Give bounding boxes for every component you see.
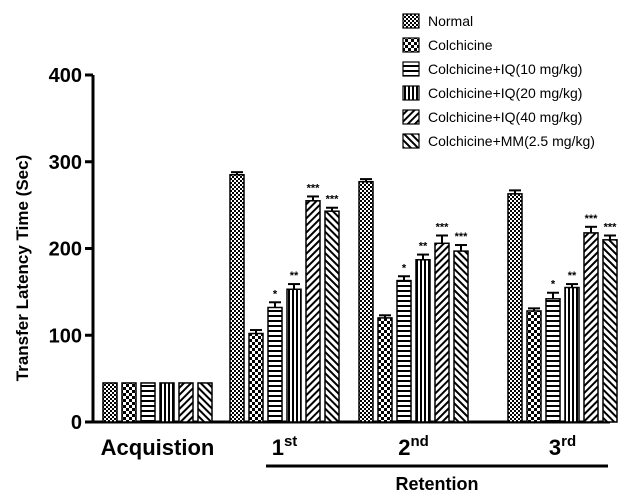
bar bbox=[140, 382, 156, 423]
x-tick-label: 3rd bbox=[549, 433, 576, 460]
legend: Normal Colchicine Colchicine+IQ(10 mg/kg) C… bbox=[402, 13, 595, 149]
bar bbox=[197, 382, 213, 423]
bar bbox=[377, 317, 393, 423]
legend-swatch bbox=[402, 85, 420, 101]
legend-label: Colchicine bbox=[428, 37, 493, 53]
significance-mark: *** bbox=[326, 194, 340, 206]
y-tick-label: 200 bbox=[49, 239, 82, 261]
bar bbox=[229, 174, 245, 423]
bar bbox=[159, 382, 175, 423]
bar bbox=[248, 332, 264, 423]
bar bbox=[121, 382, 137, 423]
bar bbox=[415, 259, 431, 423]
bar bbox=[564, 286, 580, 423]
x-tick-label: 2nd bbox=[398, 433, 429, 460]
bar bbox=[178, 382, 194, 423]
legend-label: Normal bbox=[428, 13, 473, 29]
legend-label: Colchicine+MM(2.5 mg/kg) bbox=[428, 133, 595, 149]
legend-label: Colchicine+IQ(40 mg/kg) bbox=[428, 109, 582, 125]
retention-label: Retention bbox=[396, 474, 479, 494]
significance-mark: ** bbox=[568, 270, 577, 282]
axes: 0 100 200 300 400 bbox=[49, 65, 610, 434]
bar bbox=[453, 250, 469, 423]
y-tick-label: 300 bbox=[49, 152, 82, 174]
significance-mark: * bbox=[551, 279, 556, 291]
y-tick-label: 100 bbox=[49, 325, 82, 347]
bars-layer: *************************** bbox=[102, 171, 618, 423]
legend-label: Colchicine+IQ(10 mg/kg) bbox=[428, 61, 582, 77]
x-tick-labels: Acquistion 1st 2nd 3rd bbox=[101, 433, 576, 460]
bar bbox=[305, 200, 321, 423]
significance-mark: *** bbox=[436, 221, 450, 233]
y-axis-label: Transfer Latency Time (Sec) bbox=[13, 155, 32, 381]
significance-mark: *** bbox=[455, 231, 469, 243]
legend-swatch bbox=[402, 13, 420, 29]
y-tick-label: 0 bbox=[71, 412, 82, 434]
x-tick-label: Acquistion bbox=[101, 435, 215, 460]
bar bbox=[434, 242, 450, 423]
significance-mark: *** bbox=[585, 213, 599, 225]
bar bbox=[545, 298, 561, 423]
y-tick-label: 400 bbox=[49, 65, 82, 87]
bar bbox=[602, 239, 618, 423]
significance-mark: * bbox=[273, 288, 278, 300]
legend-swatch bbox=[402, 37, 420, 53]
significance-mark: * bbox=[402, 262, 407, 274]
significance-mark: *** bbox=[604, 221, 618, 233]
significance-mark: ** bbox=[419, 241, 428, 253]
bar bbox=[396, 279, 412, 423]
bar bbox=[526, 310, 542, 423]
significance-mark: *** bbox=[307, 182, 321, 194]
x-tick-label: 1st bbox=[272, 433, 298, 460]
significance-mark: ** bbox=[290, 270, 299, 282]
legend-swatch bbox=[402, 109, 420, 125]
legend-swatch bbox=[402, 61, 420, 77]
bar bbox=[358, 180, 374, 423]
bar bbox=[286, 288, 302, 423]
bar bbox=[583, 232, 599, 423]
bar bbox=[267, 306, 283, 423]
legend-label: Colchicine+IQ(20 mg/kg) bbox=[428, 85, 582, 101]
bar bbox=[324, 210, 340, 423]
legend-swatch bbox=[402, 133, 420, 149]
retention-bracket: Retention bbox=[266, 464, 608, 494]
bar bbox=[102, 382, 118, 423]
bar bbox=[507, 193, 523, 423]
